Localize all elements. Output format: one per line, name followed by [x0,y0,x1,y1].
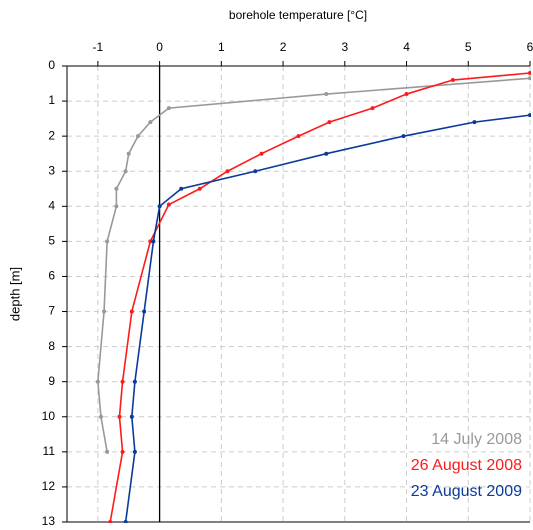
data-point [324,92,329,97]
data-point [179,186,184,191]
legend-entry: 26 August 2008 [411,457,522,474]
y-tick-label: 9 [48,374,55,388]
data-point [148,239,153,244]
data-point [225,169,230,174]
data-point [117,414,122,419]
data-point [132,449,137,454]
y-tick-label: 13 [42,514,56,528]
legend-entry: 14 July 2008 [431,431,522,448]
data-point [450,78,455,83]
x-tick-label: 5 [465,40,472,54]
data-point [327,120,332,125]
data-point [166,106,171,111]
data-point [123,520,128,523]
data-point [135,134,140,139]
data-point [95,379,100,384]
y-tick-label: 5 [48,234,55,248]
y-tick-label: 8 [48,339,55,353]
x-tick-label: 0 [156,40,163,54]
data-point [148,120,153,125]
data-point [114,186,119,191]
data-point [105,239,110,244]
y-tick-label: 12 [42,479,56,493]
x-axis-label: borehole temperature [°C] [229,8,367,22]
y-tick-label: 10 [42,409,56,423]
data-point [151,239,156,244]
data-point [528,71,531,76]
series-line [109,72,531,523]
y-tick-label: 2 [48,128,55,142]
data-point [123,169,128,174]
data-point [102,309,107,314]
y-tick-label: 0 [48,58,55,72]
data-point [157,204,162,209]
data-point [120,379,125,384]
data-point [120,449,125,454]
x-tick-label: 4 [403,40,410,54]
x-tick-label: 6 [527,40,533,54]
x-tick-label: -1 [93,40,104,54]
data-point [108,520,113,523]
y-tick-label: 4 [48,198,55,212]
legend-entry: 23 August 2009 [411,483,522,500]
data-point [129,309,134,314]
data-point [324,151,329,156]
data-point [98,414,103,419]
y-axis-label: depth [m] [7,267,22,321]
data-point [105,449,110,454]
data-point [528,113,531,118]
x-tick-label: 3 [341,40,348,54]
y-tick-label: 3 [48,163,55,177]
data-point [472,120,477,125]
data-point [370,106,375,111]
data-point [142,309,147,314]
y-tick-label: 11 [43,444,56,458]
data-point [166,202,171,207]
data-point [253,169,258,174]
data-point [197,186,202,191]
data-point [401,134,406,139]
data-point [296,134,301,139]
y-tick-label: 1 [48,93,55,107]
data-point [114,204,119,209]
series-line [97,77,531,452]
data-point [129,414,134,419]
data-point [126,151,131,156]
y-tick-label: 7 [48,304,55,318]
data-point [132,379,137,384]
data-point [528,76,531,81]
x-tick-label: 2 [280,40,287,54]
data-point [404,92,409,97]
x-tick-label: 1 [218,40,225,54]
y-tick-label: 6 [48,269,55,283]
data-point [259,151,264,156]
